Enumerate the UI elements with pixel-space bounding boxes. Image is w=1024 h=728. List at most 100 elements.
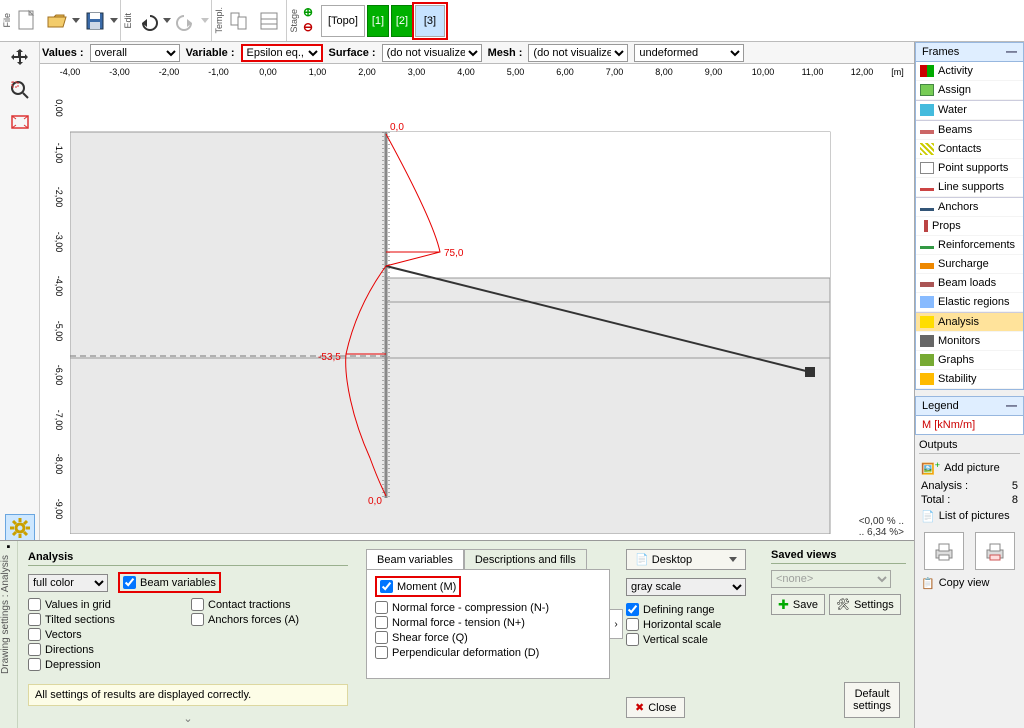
collapse-handle[interactable]: ⌄ <box>28 712 348 725</box>
water-icon <box>920 104 934 116</box>
legend-minimize[interactable]: — <box>1006 400 1017 412</box>
surface-select[interactable]: (do not visualize) <box>382 44 482 62</box>
tab-descriptions[interactable]: Descriptions and fills <box>464 549 587 569</box>
stage-3-button[interactable]: [3] <box>415 5 445 37</box>
analysis-title: Analysis <box>28 551 348 566</box>
curve-bulge-label: -53,5 <box>318 352 341 363</box>
beam-variables-checkbox[interactable]: Beam variables <box>123 575 216 590</box>
frame-item-reinf[interactable]: Reinforcements <box>916 236 1023 255</box>
settings-gear-button[interactable] <box>5 514 35 542</box>
column-collapse-button[interactable]: › <box>609 609 623 639</box>
stage-topo-button[interactable]: [Topo] <box>321 5 365 37</box>
analysis-settings-column: Analysis full color Beam variables Value… <box>18 541 358 728</box>
opt-directions[interactable]: Directions <box>28 642 185 657</box>
stage-2-button[interactable]: [2] <box>391 5 413 37</box>
hscale-checkbox[interactable]: Horizontal scale <box>626 617 761 632</box>
frame-item-props[interactable]: Props <box>916 217 1023 236</box>
extents-tool-button[interactable] <box>5 108 35 136</box>
frame-item-activity[interactable]: Activity <box>916 62 1023 81</box>
defining-range-checkbox[interactable]: Defining range <box>626 602 761 617</box>
add-picture-icon: 🖼️+ <box>921 460 940 476</box>
close-button[interactable]: ✖ Close <box>626 697 685 718</box>
tab-beam-variables[interactable]: Beam variables <box>366 549 464 569</box>
colorscale-select[interactable]: gray scale <box>626 578 746 596</box>
shear-checkbox[interactable]: Shear force (Q) <box>375 630 601 645</box>
right-panel: Frames— ActivityAssignWaterBeamsContacts… <box>914 42 1024 728</box>
frame-item-stability[interactable]: Stability <box>916 370 1023 389</box>
save-view-button[interactable]: ✚ Save <box>771 594 825 615</box>
frame-item-water[interactable]: Water <box>916 100 1023 120</box>
frame-item-assign[interactable]: Assign <box>916 81 1023 100</box>
opt-values-in-grid[interactable]: Values in grid <box>28 597 185 612</box>
open-dropdown[interactable] <box>72 18 80 23</box>
frame-item-beamloads[interactable]: Beam loads <box>916 274 1023 293</box>
frame-item-elastic[interactable]: Elastic regions <box>916 293 1023 312</box>
bottom-panel: ▪ Drawing settings : Analysis Analysis f… <box>0 540 914 728</box>
frame-item-beams[interactable]: Beams <box>916 120 1023 140</box>
frame-item-graphs[interactable]: Graphs <box>916 351 1023 370</box>
perpdef-checkbox[interactable]: Perpendicular deformation (D) <box>375 645 601 660</box>
beam-variables-highlight: Beam variables <box>118 572 221 593</box>
bottom-toggle-1[interactable]: ▪ <box>0 541 17 555</box>
open-file-button[interactable] <box>42 6 72 36</box>
opt-vectors[interactable]: Vectors <box>28 627 185 642</box>
opt-depression[interactable]: Depression <box>28 657 185 672</box>
list-icon: 📄 <box>921 510 935 523</box>
deform-select[interactable]: undeformed <box>634 44 744 62</box>
save-button[interactable] <box>80 6 110 36</box>
add-picture-button[interactable]: 🖼️+ Add picture <box>919 457 1020 479</box>
stage-1-button[interactable]: [1] <box>367 5 389 37</box>
new-file-button[interactable] <box>12 6 42 36</box>
templ-button-1[interactable] <box>224 6 254 36</box>
save-dropdown[interactable] <box>110 18 118 23</box>
frame-item-linesup[interactable]: Line supports <box>916 178 1023 197</box>
bottom-side-strip: ▪ Drawing settings : Analysis <box>0 541 18 728</box>
color-mode-select[interactable]: full color <box>28 574 108 592</box>
moment-checkbox[interactable]: Moment (M) <box>380 579 456 594</box>
edit-group: Edit <box>121 0 212 41</box>
canvas[interactable]: -4,00-3,00-2,00-1,000,001,002,003,004,00… <box>40 64 914 540</box>
curve-bot-label: 0,0 <box>368 496 382 507</box>
frame-item-surch[interactable]: Surcharge <box>916 255 1023 274</box>
mesh-select[interactable]: (do not visualize) <box>528 44 628 62</box>
redo-button[interactable] <box>171 6 201 36</box>
list-pictures-button[interactable]: 📄List of pictures <box>919 507 1020 526</box>
view-settings-button[interactable]: 🛠 Settings <box>829 594 901 615</box>
copy-view-button[interactable]: 📋Copy view <box>919 574 1020 593</box>
saved-views-header: Saved views <box>771 549 906 564</box>
undo-dropdown[interactable] <box>163 18 171 23</box>
default-settings-button[interactable]: Default settings <box>844 682 900 718</box>
opt-tilted-sections[interactable]: Tilted sections <box>28 612 185 627</box>
curve-mid-label: 75,0 <box>444 248 464 259</box>
opt-contact-tractions[interactable]: Contact tractions <box>191 597 348 612</box>
props-icon <box>924 220 928 232</box>
redo-dropdown[interactable] <box>201 18 209 23</box>
frame-item-contacts[interactable]: Contacts <box>916 140 1023 159</box>
frame-item-pointsup[interactable]: Point supports <box>916 159 1023 178</box>
desktop-dropdown[interactable]: 📄 Desktop <box>626 549 746 570</box>
elastic-icon <box>920 296 934 308</box>
nneg-checkbox[interactable]: Normal force - compression (N-) <box>375 600 601 615</box>
pan-tool-button[interactable] <box>5 44 35 72</box>
templ-button-2[interactable] <box>254 6 284 36</box>
undo-button[interactable] <box>133 6 163 36</box>
analysis-icon <box>920 316 934 328</box>
beam-variables-column: Beam variables Descriptions and fills Mo… <box>358 541 618 728</box>
saved-views-select[interactable]: <none> <box>771 570 891 588</box>
legend-body: M [kNm/m] <box>915 416 1024 435</box>
vscale-checkbox[interactable]: Vertical scale <box>626 632 761 647</box>
stage-remove-button[interactable]: ⊖ <box>301 21 315 35</box>
frame-item-analysis[interactable]: Analysis <box>916 312 1023 332</box>
frame-item-anchors[interactable]: Anchors <box>916 197 1023 217</box>
variable-select[interactable]: Epsilon eq., pl. <box>241 44 323 62</box>
stage-group-wrap: Stage ⊕ ⊖ [Topo] [1] [2] [3] <box>287 0 447 41</box>
npos-checkbox[interactable]: Normal force - tension (N+) <box>375 615 601 630</box>
frame-item-monitors[interactable]: Monitors <box>916 332 1023 351</box>
zoom-tool-button[interactable] <box>5 76 35 104</box>
print-2-button[interactable] <box>975 532 1015 570</box>
values-select[interactable]: overall <box>90 44 180 62</box>
opt-anchors-forces-a-[interactable]: Anchors forces (A) <box>191 612 348 627</box>
stage-add-button[interactable]: ⊕ <box>301 6 315 20</box>
print-1-button[interactable] <box>924 532 964 570</box>
frames-minimize[interactable]: — <box>1006 46 1017 58</box>
